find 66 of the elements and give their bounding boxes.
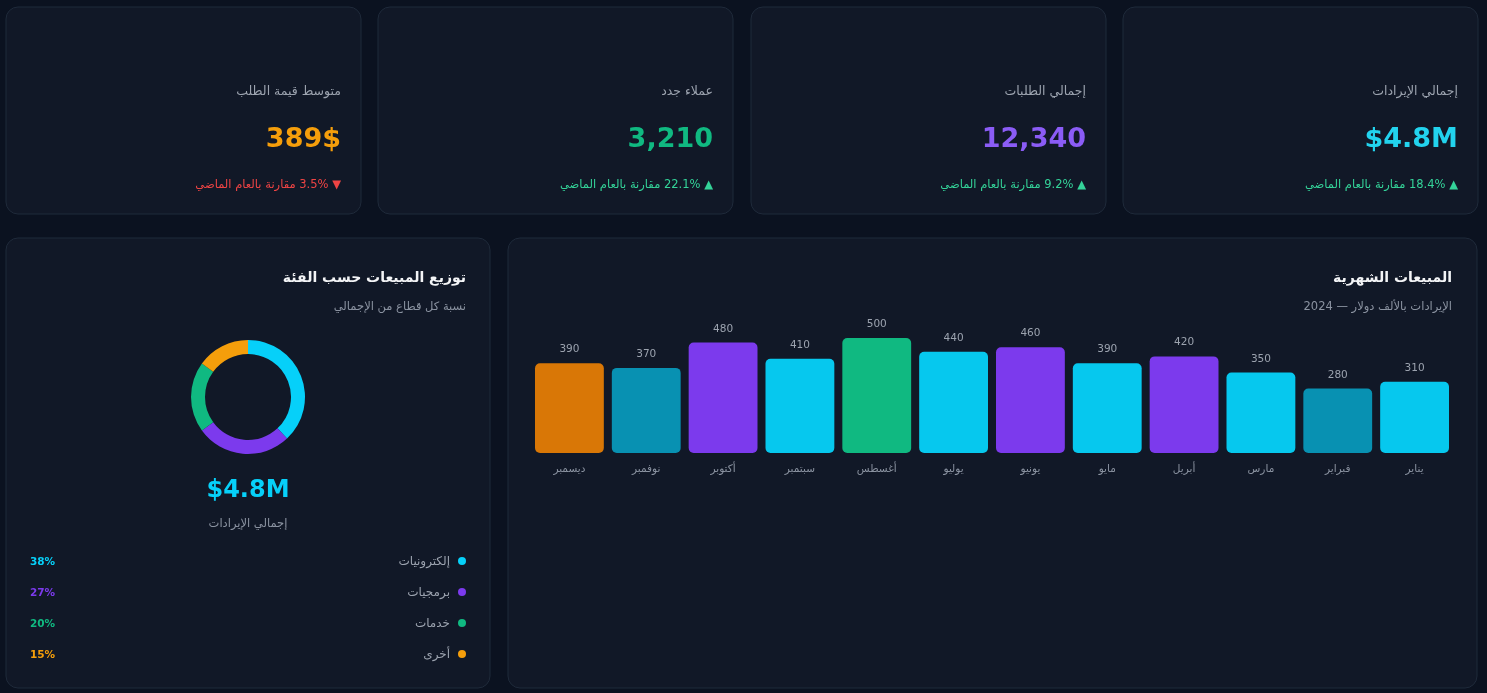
- chart-subtitle: نسبة كل قطاع من الإجمالي: [333, 299, 466, 314]
- chart-title: توزيع المبيعات حسب الفئة: [282, 269, 466, 286]
- text: متوسط قيمة الطلب: [236, 83, 341, 99]
- donut-slice: [191, 363, 214, 431]
- bar: [611, 367, 681, 453]
- bar: [688, 342, 758, 453]
- bar: [919, 351, 988, 453]
- chart-subtitle: الإيرادات بالألف دولار — 2024: [1303, 299, 1452, 314]
- data-label: 370: [636, 346, 657, 359]
- x-tick-label: أبريل: [1172, 461, 1196, 475]
- text: ▼ 3.5% مقارنة بالعام الماضي: [195, 177, 342, 192]
- data-label: 27%: [30, 586, 56, 598]
- data-label: 310: [1404, 360, 1425, 373]
- chart-title: المبيعات الشهرية: [1333, 269, 1452, 286]
- x-tick-label: نوفمبر: [631, 462, 661, 475]
- data-label: 440: [943, 330, 964, 343]
- x-tick-label: يناير: [1404, 462, 1424, 475]
- donut-slice: [201, 340, 248, 372]
- legend-label: إلكترونيات: [398, 554, 450, 569]
- data-label: 420: [1174, 335, 1195, 348]
- data-label: 460: [1020, 326, 1041, 339]
- text: 3,210: [627, 122, 713, 153]
- text: $4.8M: [1364, 122, 1458, 153]
- x-tick-label: أغسطس: [856, 461, 897, 475]
- text: ▲ 22.1% مقارنة بالعام الماضي: [560, 177, 714, 192]
- x-tick-label: يوليو: [942, 462, 964, 475]
- bar: [765, 358, 835, 453]
- legend-label: برمجيات: [407, 585, 450, 600]
- bar: [535, 363, 604, 453]
- text: ▲ 9.2% مقارنة بالعام الماضي: [940, 177, 1087, 192]
- x-tick-label: فبراير: [1323, 462, 1351, 475]
- data-label: 20%: [30, 617, 56, 629]
- text: 389$: [265, 122, 341, 153]
- legend-label: أخرى: [423, 646, 450, 662]
- x-tick-label: ديسمبر: [552, 462, 586, 475]
- legend-label: خدمات: [414, 616, 450, 630]
- x-tick-label: يونيو: [1019, 462, 1041, 475]
- text: $4.8M: [206, 475, 290, 503]
- data-label: 410: [789, 337, 810, 350]
- text: 12,340: [981, 122, 1086, 153]
- x-tick-label: سبتمبر: [783, 462, 815, 475]
- data-label: 390: [559, 342, 580, 355]
- x-tick-label: مارس: [1247, 462, 1275, 475]
- donut-slice: [201, 422, 288, 454]
- text: ▲ 18.4% مقارنة بالعام الماضي: [1305, 177, 1459, 192]
- data-label: 15%: [30, 648, 56, 660]
- text: عملاء جدد: [661, 83, 713, 98]
- x-tick-label: مايو: [1097, 462, 1116, 475]
- text: إجمالي الطلبات: [1004, 83, 1086, 98]
- bar: [1072, 363, 1142, 453]
- bar: [842, 338, 912, 453]
- data-label: 280: [1327, 367, 1348, 380]
- bar: [1149, 356, 1219, 453]
- bar: [1380, 381, 1449, 453]
- data-label: 480: [713, 321, 734, 334]
- data-label: 390: [1097, 342, 1118, 355]
- text: إجمالي الإيرادات: [208, 516, 288, 531]
- x-tick-label: أكتوبر: [709, 461, 736, 475]
- bar: [1226, 372, 1296, 453]
- donut-slice: [248, 340, 305, 439]
- data-label: 38%: [30, 555, 56, 567]
- data-label: 350: [1250, 351, 1271, 364]
- data-label: 500: [866, 317, 887, 329]
- bar: [1303, 388, 1373, 453]
- text: إجمالي الإيرادات: [1372, 83, 1458, 99]
- bar: [996, 347, 1065, 453]
